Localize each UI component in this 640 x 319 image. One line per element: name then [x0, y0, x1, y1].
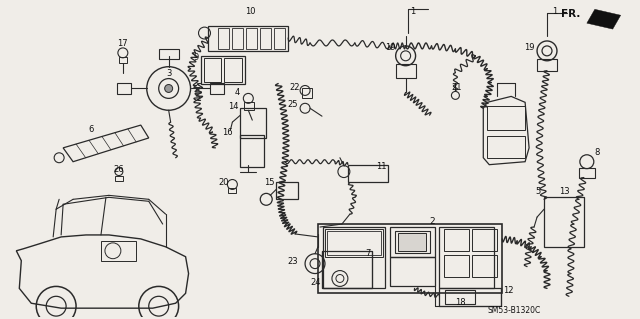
Bar: [390, 257, 435, 286]
Bar: [101, 241, 136, 261]
Bar: [440, 288, 501, 306]
Bar: [260, 28, 271, 49]
Bar: [276, 182, 298, 199]
Text: 24: 24: [310, 278, 321, 287]
Bar: [397, 233, 426, 251]
Polygon shape: [587, 9, 621, 29]
Text: 19: 19: [385, 43, 396, 52]
Bar: [246, 28, 257, 49]
Bar: [487, 136, 525, 158]
Text: 19: 19: [525, 43, 535, 52]
Bar: [228, 189, 236, 193]
Bar: [244, 102, 254, 110]
Text: 16: 16: [221, 128, 232, 137]
Bar: [204, 58, 221, 82]
Text: 9: 9: [193, 53, 198, 62]
Bar: [200, 56, 245, 84]
Text: 22: 22: [289, 83, 300, 92]
Text: 21: 21: [451, 83, 462, 92]
Bar: [325, 229, 383, 257]
Bar: [159, 49, 179, 59]
Text: 6: 6: [88, 125, 93, 134]
Bar: [487, 106, 525, 130]
Text: 1: 1: [410, 7, 415, 16]
Bar: [241, 108, 266, 138]
Text: 1: 1: [552, 7, 557, 16]
Text: 18: 18: [455, 298, 466, 307]
Bar: [241, 135, 264, 167]
Text: 3: 3: [166, 69, 172, 78]
Text: 13: 13: [559, 188, 570, 197]
Text: 15: 15: [264, 178, 274, 187]
Text: 26: 26: [113, 165, 124, 174]
Text: 17: 17: [118, 39, 128, 48]
Bar: [211, 83, 225, 94]
Text: 5: 5: [535, 188, 540, 197]
Text: FR.: FR.: [561, 9, 581, 19]
Bar: [117, 83, 131, 94]
Text: 8: 8: [595, 148, 600, 157]
Text: 20: 20: [218, 178, 228, 187]
Bar: [302, 88, 312, 98]
Bar: [390, 227, 435, 257]
Text: SM53-B1320C: SM53-B1320C: [487, 306, 541, 315]
Bar: [119, 57, 127, 63]
Bar: [115, 175, 123, 181]
Bar: [444, 255, 469, 277]
Text: 14: 14: [228, 102, 238, 111]
Bar: [444, 229, 469, 251]
Circle shape: [164, 85, 173, 93]
Text: 2: 2: [429, 217, 435, 226]
Text: 23: 23: [287, 257, 298, 266]
Bar: [218, 28, 229, 49]
Text: 7: 7: [365, 249, 371, 258]
Bar: [209, 26, 288, 51]
Text: 12: 12: [503, 286, 514, 295]
Text: 11: 11: [376, 162, 387, 171]
Bar: [274, 28, 285, 49]
Bar: [348, 165, 388, 182]
Bar: [440, 227, 494, 288]
Bar: [322, 251, 372, 288]
Text: 10: 10: [245, 7, 255, 16]
Bar: [396, 64, 415, 78]
Bar: [537, 59, 557, 71]
Text: 25: 25: [287, 100, 298, 109]
Text: 4: 4: [235, 88, 241, 98]
Bar: [225, 58, 243, 82]
Bar: [445, 290, 476, 304]
Bar: [395, 231, 429, 253]
Bar: [323, 227, 385, 288]
Bar: [472, 255, 497, 277]
Bar: [318, 224, 502, 293]
Bar: [544, 197, 584, 247]
Bar: [232, 28, 243, 49]
Bar: [327, 231, 381, 255]
Bar: [472, 229, 497, 251]
Bar: [579, 168, 595, 178]
